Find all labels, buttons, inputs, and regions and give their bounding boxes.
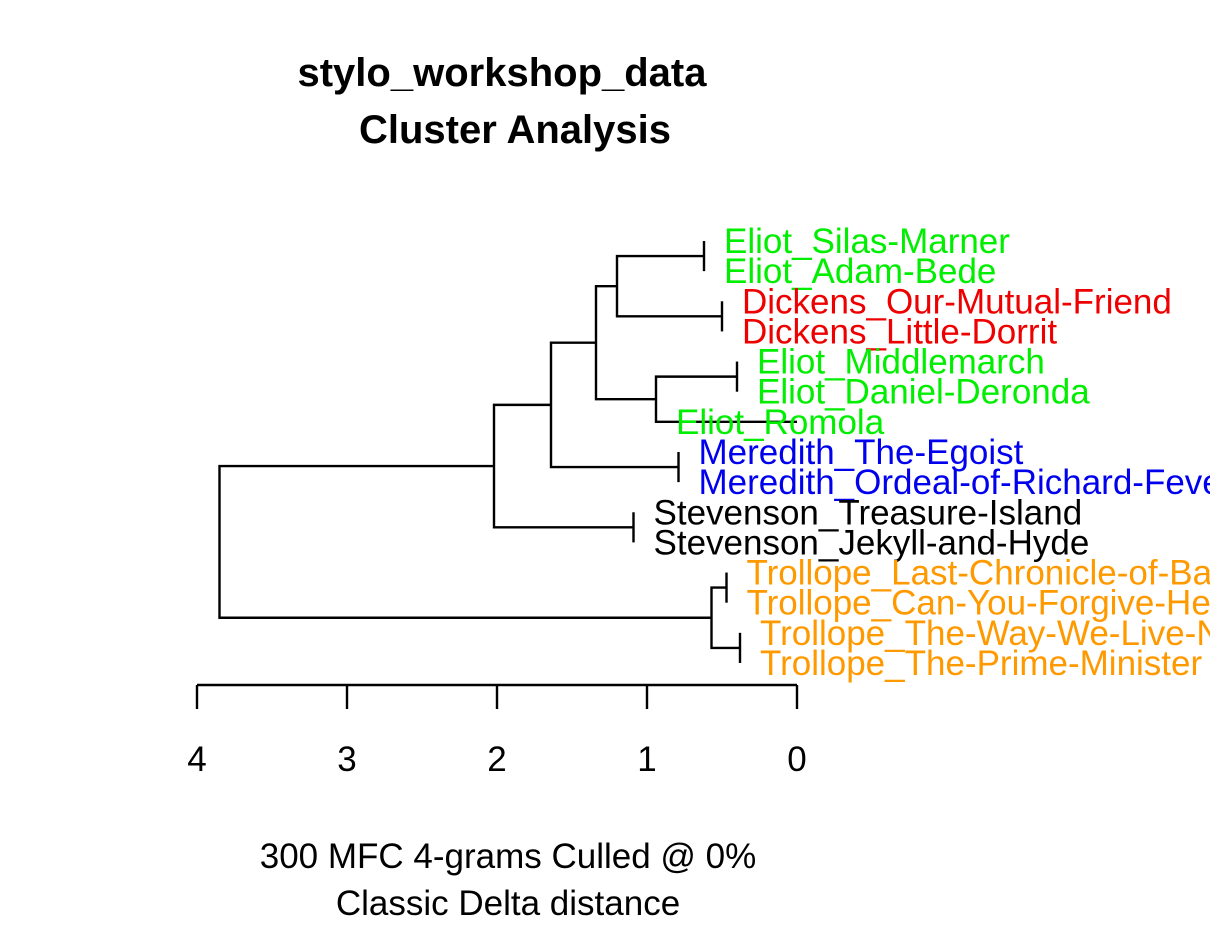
leaf-label: Dickens_Our-Mutual-Friend [742, 282, 1172, 321]
tick-label: 2 [487, 740, 506, 779]
leaf-label: Dickens_Little-Dorrit [742, 312, 1057, 351]
leaf-label: Stevenson_Jekyll-and-Hyde [654, 523, 1090, 562]
merge-link [549, 341, 679, 469]
leaf-label: Trollope_The-Way-We-Live-Now [760, 614, 1210, 653]
leaf-labels: Eliot_Silas-MarnerEliot_Adam-BedeDickens… [654, 222, 1210, 683]
merge-link [218, 464, 712, 619]
tick-label: 3 [337, 740, 356, 779]
merge-node [218, 464, 712, 619]
tick-label: 4 [187, 740, 206, 779]
merge-node [594, 285, 656, 401]
chart-subtitle-line-2: Classic Delta distance [336, 884, 680, 923]
chart-title: stylo_workshop_data Cluster Analysis [297, 51, 707, 152]
chart-subtitle-line-1: 300 MFC 4-grams Culled @ 0% [260, 837, 757, 876]
dendrogram-tree [218, 241, 797, 663]
leaf-label: Eliot_Adam-Bede [724, 252, 996, 291]
merge-link [594, 285, 656, 401]
x-axis: 4 3 2 1 0 [187, 683, 807, 779]
tick-label: 0 [787, 740, 806, 779]
chart-title-line-1: stylo_workshop_data [297, 51, 707, 95]
leaf-label: Eliot_Silas-Marner [724, 222, 1010, 261]
merge-link [615, 254, 722, 318]
merge-node [549, 341, 679, 469]
leaf-label: Eliot_Daniel-Deronda [757, 373, 1090, 412]
leaf-label: Trollope_Can-You-Forgive-Her [747, 584, 1210, 623]
leaf-label: Stevenson_Treasure-Island [654, 493, 1083, 532]
merge-node [615, 254, 722, 318]
leaf-label: Trollope_Last-Chronicle-of-Barset [747, 554, 1210, 593]
chart-subtitle: 300 MFC 4-grams Culled @ 0% Classic Delt… [260, 837, 757, 923]
leaf-label: Eliot_Middlemarch [757, 343, 1045, 382]
tick-label: 1 [637, 740, 656, 779]
leaf-label: Meredith_Ordeal-of-Richard-Feverel [699, 463, 1210, 502]
leaf-label: Trollope_The-Prime-Minister [760, 644, 1202, 683]
chart-title-line-2: Cluster Analysis [359, 108, 671, 152]
leaf-label: Eliot_Romola [676, 403, 885, 442]
leaf-label: Meredith_The-Egoist [699, 433, 1024, 472]
